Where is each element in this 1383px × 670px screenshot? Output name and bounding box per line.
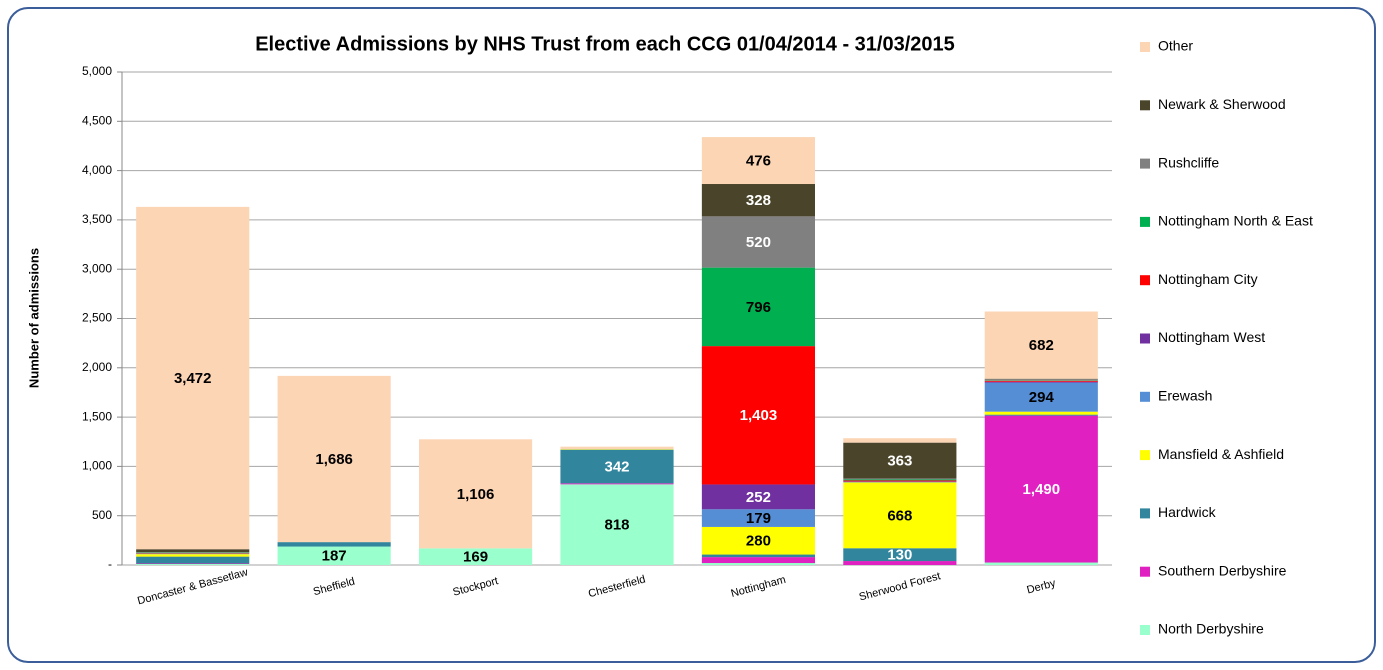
bar-segment — [136, 556, 250, 564]
bar-segment — [701, 267, 815, 347]
bar-segment — [843, 442, 957, 479]
bar-segment — [136, 206, 250, 550]
data-label: 520 — [746, 234, 771, 251]
legend-label: Mansfield & Ashfield — [1158, 446, 1284, 462]
legend-label: Nottingham City — [1158, 271, 1258, 287]
bar-segment — [843, 548, 957, 562]
bar-segment — [560, 446, 674, 450]
data-label: 328 — [746, 192, 771, 209]
y-tick-label: 3,000 — [82, 261, 112, 275]
data-label: 280 — [746, 533, 771, 550]
legend-swatch — [1140, 100, 1150, 111]
bar-segment — [560, 484, 674, 565]
legend-label: Nottingham North & East — [1158, 213, 1313, 229]
data-label: 1,106 — [457, 486, 495, 503]
y-tick-label: 1,500 — [82, 409, 112, 423]
bar-segment — [419, 439, 533, 549]
bar-segment — [701, 557, 815, 564]
data-label: 668 — [887, 507, 912, 524]
legend-swatch — [1140, 333, 1150, 344]
data-label: 169 — [463, 549, 488, 566]
bar-segment — [277, 375, 391, 543]
bar-segment — [701, 509, 815, 527]
y-tick-label: - — [108, 557, 112, 571]
data-label: 252 — [746, 489, 771, 506]
bar-segment — [843, 561, 957, 565]
data-label: 1,686 — [315, 451, 353, 468]
y-tick-label: 4,500 — [82, 113, 112, 127]
bar-segment — [984, 381, 1098, 383]
legend-label: Erewash — [1158, 388, 1212, 404]
data-label: 187 — [322, 548, 347, 565]
legend-label: Nottingham West — [1158, 329, 1265, 345]
bar-segment — [984, 415, 1098, 563]
bar-segment — [984, 382, 1098, 412]
y-axis-label: Number of admissions — [26, 248, 41, 388]
legend-swatch — [1140, 275, 1150, 286]
bar-segment — [419, 548, 533, 565]
bar-segment — [277, 546, 391, 565]
bar-segment — [701, 484, 815, 510]
bar-segment — [701, 184, 815, 217]
y-tick-label: 5,000 — [82, 64, 112, 78]
bar-segment — [701, 137, 815, 185]
bar-segment — [843, 482, 957, 549]
data-label: 1,403 — [740, 407, 778, 424]
data-label: 130 — [887, 547, 912, 564]
data-label: 682 — [1029, 337, 1054, 354]
bar-segment — [984, 562, 1098, 565]
bar-segment — [843, 438, 957, 443]
y-tick-label: 500 — [92, 508, 112, 522]
legend-label: Hardwick — [1158, 504, 1217, 520]
chart-title: Elective Admissions by NHS Trust from ea… — [255, 33, 955, 55]
bar-segment — [701, 346, 815, 485]
bar-segment — [701, 554, 815, 558]
bar-segment — [984, 311, 1098, 379]
legend-swatch — [1140, 391, 1150, 402]
legend-swatch — [1140, 508, 1150, 519]
bar-segment — [984, 414, 1098, 416]
legend-label: Newark & Sherwood — [1158, 96, 1286, 112]
legend-swatch — [1140, 566, 1150, 577]
bar-segment — [843, 479, 957, 481]
y-tick-label: 3,500 — [82, 212, 112, 226]
bar-segment — [984, 379, 1098, 381]
bar-segment — [560, 449, 674, 484]
y-tick-label: 2,500 — [82, 311, 112, 325]
legend-label: Southern Derbyshire — [1158, 562, 1287, 578]
legend-label: North Derbyshire — [1158, 621, 1264, 637]
bar-segment — [560, 483, 674, 485]
bar-segment — [136, 554, 250, 557]
data-label: 3,472 — [174, 370, 212, 387]
bar-segment — [843, 480, 957, 482]
bar-segment — [701, 216, 815, 268]
legend-label: Other — [1158, 38, 1193, 54]
bar-segment — [701, 563, 815, 565]
legend-swatch — [1140, 216, 1150, 227]
data-label: 179 — [746, 510, 771, 527]
bar-segment — [843, 478, 957, 480]
data-label: 476 — [746, 153, 771, 170]
y-tick-label: 2,000 — [82, 360, 112, 374]
data-label: 796 — [746, 299, 771, 316]
bar-segment — [984, 411, 1098, 415]
bar-segment — [701, 526, 815, 555]
data-label: 1,490 — [1023, 481, 1061, 498]
bar-segment — [136, 564, 250, 565]
legend-swatch — [1140, 158, 1150, 169]
data-label: 294 — [1029, 389, 1055, 406]
legend-label: Rushcliffe — [1158, 154, 1219, 170]
legend-swatch — [1140, 625, 1150, 635]
data-label: 363 — [887, 453, 912, 470]
data-label: 818 — [604, 517, 629, 534]
y-tick-label: 1,000 — [82, 459, 112, 473]
y-tick-label: 4,000 — [82, 163, 112, 177]
data-label: 342 — [604, 458, 629, 475]
bar-segment — [277, 542, 391, 547]
legend-swatch — [1140, 450, 1150, 461]
bar-segment — [984, 380, 1098, 382]
bar-segment — [136, 549, 250, 553]
legend-swatch — [1140, 42, 1150, 52]
